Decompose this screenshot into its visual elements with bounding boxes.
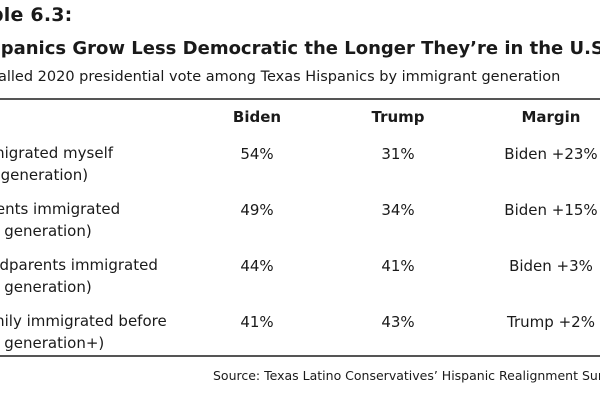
cell-trump: 43% xyxy=(381,313,415,331)
table-row-label: rents immigrated d generation) xyxy=(0,198,120,242)
table-label: ble 6.3: xyxy=(0,4,73,26)
table-top-rule xyxy=(0,98,600,100)
cell-biden: 41% xyxy=(240,313,274,331)
cell-margin: Biden +23% xyxy=(504,145,598,163)
cell-margin: Biden +3% xyxy=(509,257,593,275)
row-label-line-2: d generation) xyxy=(0,222,92,240)
table-row-label: ndparents immigrated d generation) xyxy=(0,254,158,298)
page-subtitle: called 2020 presidential vote among Texa… xyxy=(0,69,561,85)
row-label-line-1: rents immigrated xyxy=(0,200,121,218)
cell-trump: 31% xyxy=(381,145,415,163)
column-header-biden: Biden xyxy=(232,108,282,126)
cell-margin: Trump +2% xyxy=(507,313,595,331)
table-row-label: migrated myself t generation) xyxy=(0,142,113,186)
cell-margin: Biden +15% xyxy=(504,201,598,219)
cell-biden: 44% xyxy=(240,257,274,275)
cell-biden: 54% xyxy=(240,145,274,163)
row-label-line-2: d generation) xyxy=(0,278,92,296)
column-header-trump: Trump xyxy=(371,108,425,126)
row-label-line-2: t generation) xyxy=(0,166,89,184)
cell-trump: 34% xyxy=(381,201,415,219)
page-title: spanics Grow Less Democratic the Longer … xyxy=(0,38,600,59)
cell-biden: 49% xyxy=(240,201,274,219)
source-note: Source: Texas Latino Conservatives’ Hisp… xyxy=(213,368,600,383)
table-row-label: mily immigrated before h generation+) xyxy=(0,310,167,354)
row-label-line-2: h generation+) xyxy=(0,334,105,352)
row-label-line-1: ndparents immigrated xyxy=(0,256,158,274)
column-header-margin: Margin xyxy=(521,108,581,126)
row-label-line-1: migrated myself xyxy=(0,144,114,162)
table-bottom-rule xyxy=(0,355,600,357)
row-label-line-1: mily immigrated before xyxy=(0,312,167,330)
cell-trump: 41% xyxy=(381,257,415,275)
